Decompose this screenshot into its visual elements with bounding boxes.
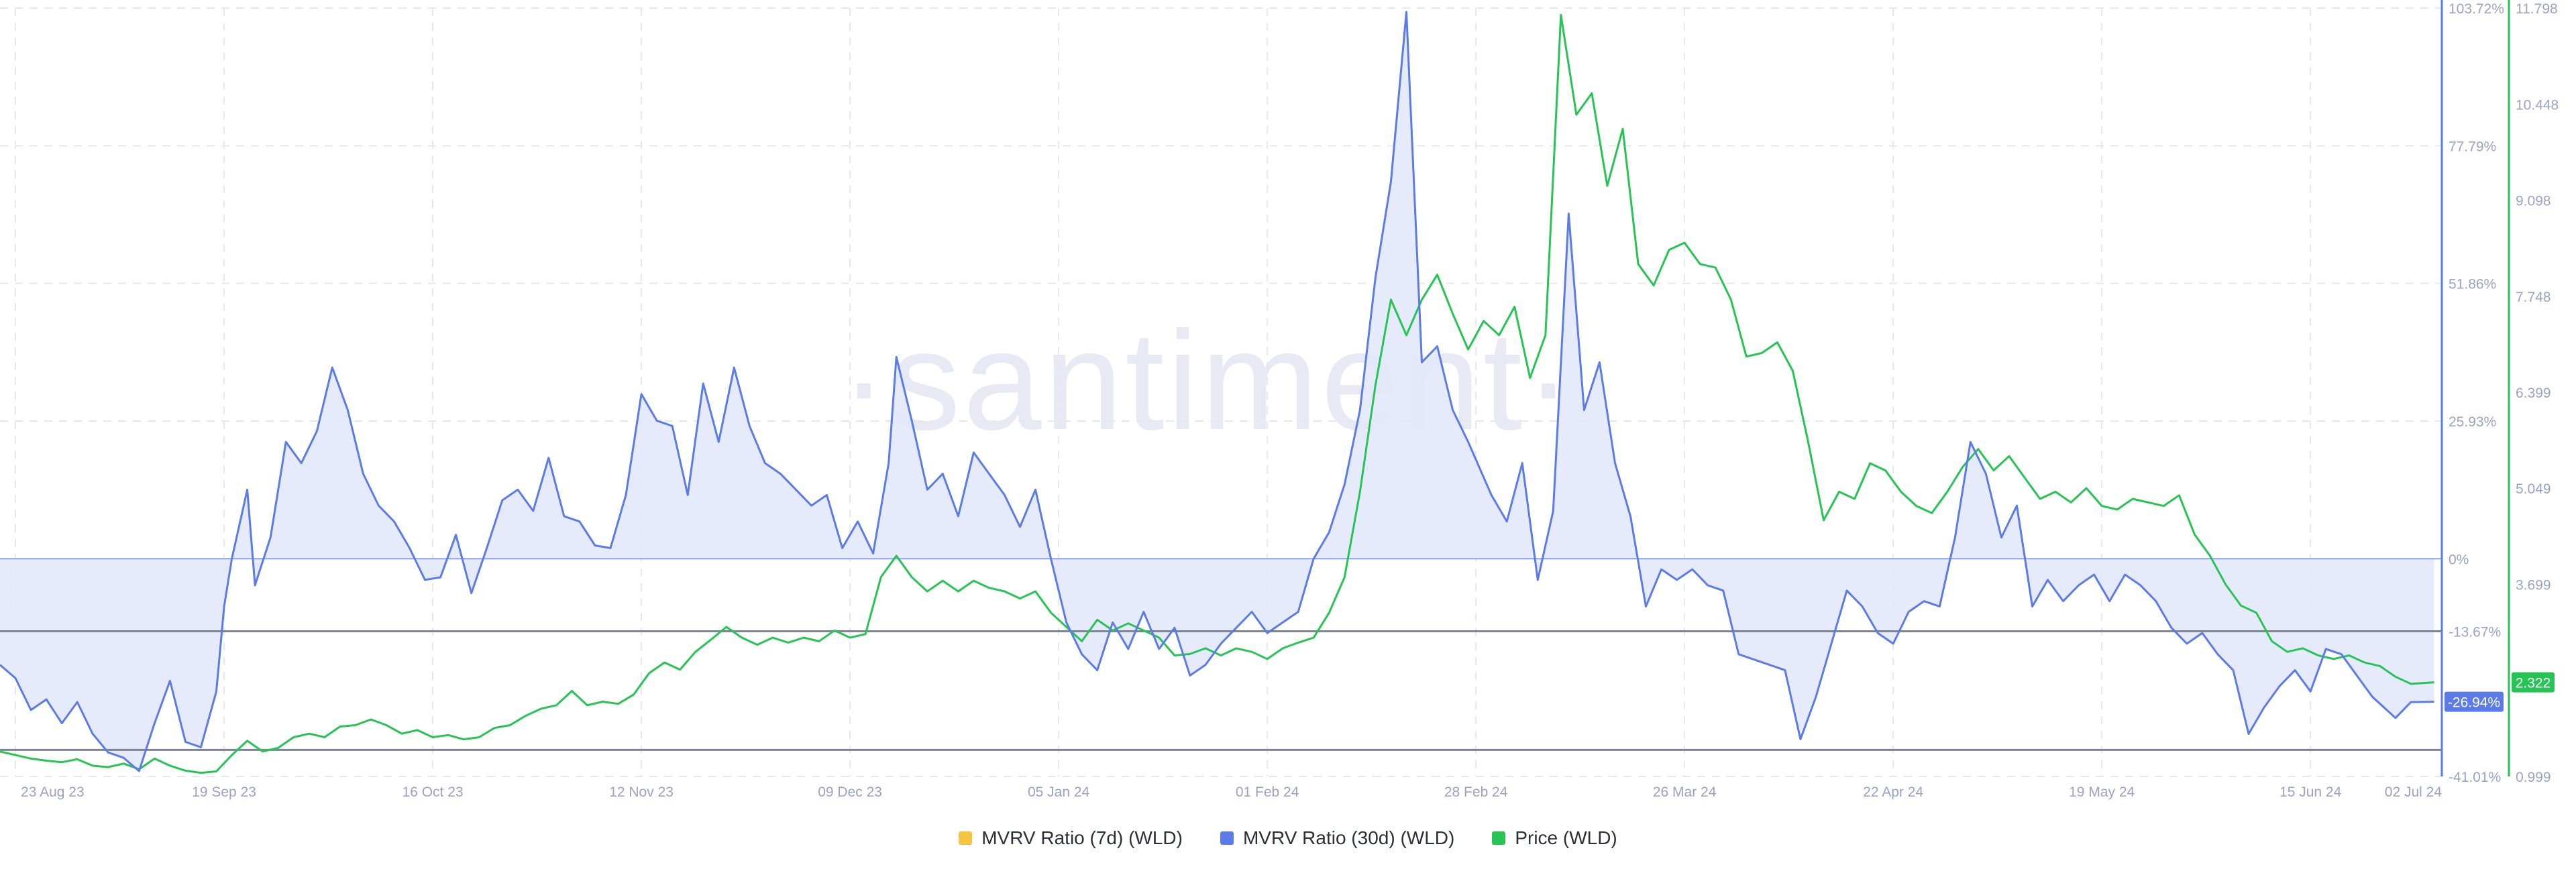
- y-left-tick-label: 51.86%: [2449, 277, 2496, 292]
- mvrv-30d-line: [0, 11, 2434, 772]
- price-wld-line: [0, 13, 2434, 774]
- y-right-tick-label: 9.098: [2516, 194, 2551, 209]
- mvrv-30d-last-value-text: -26.94%: [2448, 695, 2500, 711]
- y-right-tick-label: 7.748: [2516, 290, 2551, 305]
- y-left-tick-label: 77.79%: [2449, 139, 2496, 154]
- legend-label-price: Price (WLD): [1515, 827, 1617, 848]
- y-left-tick-label: -13.67%: [2449, 625, 2501, 640]
- y-left-tick-label: 25.93%: [2449, 414, 2496, 430]
- x-tick-label: 19 Sep 23: [192, 784, 256, 800]
- last-value-badges: -26.94% 2.322: [2445, 672, 2555, 712]
- y-right-tick-label: 6.399: [2516, 386, 2551, 401]
- mvrv-30d-fill-area: [0, 11, 2434, 772]
- legend-item-mvrv-30d[interactable]: MVRV Ratio (30d) (WLD): [1220, 827, 1454, 849]
- legend-label-mvrv-30d: MVRV Ratio (30d) (WLD): [1242, 827, 1455, 848]
- x-tick-label: 22 Apr 24: [1863, 784, 1923, 800]
- y-left-tick-label: 0%: [2449, 552, 2469, 567]
- x-tick-label: 09 Dec 23: [818, 784, 882, 800]
- legend-swatch-price: [1492, 831, 1506, 845]
- y-right-tick-label: 5.049: [2516, 481, 2551, 497]
- price-last-value-text: 2.322: [2516, 676, 2551, 691]
- y-right-tick-label: 11.798: [2516, 1, 2558, 17]
- y-right-tick-label: 0.999: [2516, 770, 2551, 785]
- y-left-tick-label: -41.01%: [2449, 770, 2501, 785]
- y-left-tick-label: 103.72%: [2449, 1, 2504, 17]
- legend-swatch-mvrv-7d: [959, 831, 973, 845]
- x-tick-label: 19 May 24: [2069, 784, 2135, 800]
- y-right-tick-label: 3.699: [2516, 577, 2551, 593]
- y-right-tick-label: 10.448: [2516, 97, 2559, 113]
- legend-item-price[interactable]: Price (WLD): [1492, 827, 1617, 849]
- price-last-value-badge: [2512, 672, 2555, 693]
- reference-lines: [0, 558, 2442, 751]
- x-tick-label: 28 Feb 24: [1444, 784, 1508, 800]
- x-tick-label: 16 Oct 23: [402, 784, 464, 800]
- x-tick-label: 12 Nov 23: [609, 784, 674, 800]
- x-tick-label: 01 Feb 24: [1236, 784, 1299, 800]
- x-tick-label: 05 Jan 24: [1028, 784, 1090, 800]
- series-lines: [0, 11, 2434, 774]
- x-tick-label: 26 Mar 24: [1653, 784, 1717, 800]
- axes: 103.72% 77.79% 51.86% 25.93% 0% -13.67% -41.01…: [21, 0, 2559, 800]
- legend-label-mvrv-7d: MVRV Ratio (7d) (WLD): [981, 827, 1183, 848]
- chart-legend: MVRV Ratio (7d) (WLD) MVRV Ratio (30d) (…: [0, 823, 2576, 853]
- x-tick-label: 02 Jul 24: [2385, 784, 2443, 800]
- x-tick-label: 15 Jun 24: [2279, 784, 2342, 800]
- legend-swatch-mvrv-30d: [1220, 831, 1234, 845]
- mvrv-30d-area-fill: [0, 11, 2434, 772]
- x-tick-label: 23 Aug 23: [21, 784, 85, 800]
- legend-item-mvrv-7d[interactable]: MVRV Ratio (7d) (WLD): [959, 827, 1183, 849]
- mvrv-30d-last-value-badge: [2445, 691, 2504, 712]
